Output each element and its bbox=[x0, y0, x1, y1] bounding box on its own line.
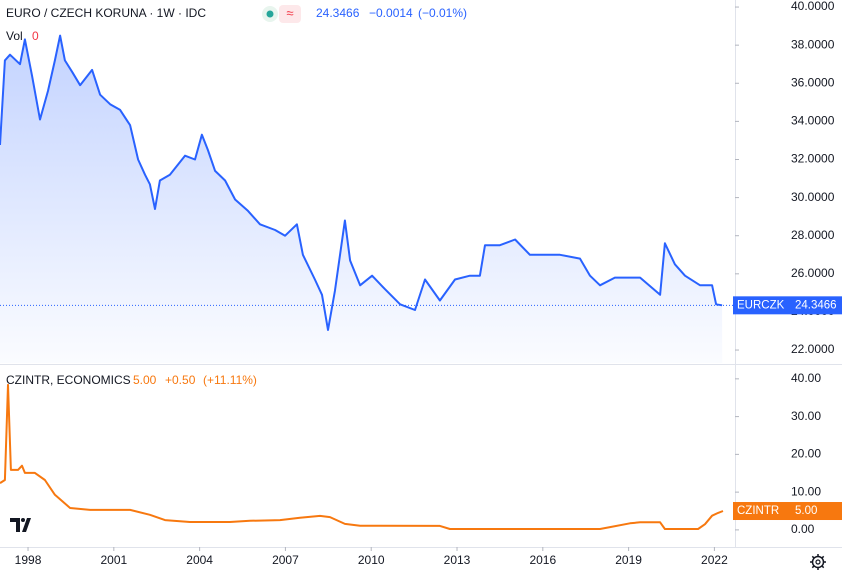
price-tag-name: EURCZK bbox=[737, 299, 785, 311]
y-tick-label: 26.0000 bbox=[791, 266, 835, 280]
x-tick-label: 2019 bbox=[615, 553, 642, 567]
y-tick-label: 36.0000 bbox=[791, 75, 835, 89]
tradingview-logo[interactable] bbox=[6, 512, 38, 538]
series-line bbox=[0, 34, 723, 331]
series-line bbox=[0, 383, 724, 530]
y-tick-label: 40.00 bbox=[791, 371, 821, 385]
settings-icon[interactable] bbox=[810, 554, 826, 570]
x-tick-label: 2007 bbox=[272, 553, 299, 567]
x-tick-label: 2010 bbox=[358, 553, 385, 567]
y-tick-label: 30.0000 bbox=[791, 190, 835, 204]
y-tick-label: 32.0000 bbox=[791, 152, 835, 166]
volume-label: Vol bbox=[6, 29, 23, 43]
y-tick-label: 10.00 bbox=[791, 484, 821, 498]
price-tag-value: 5.00 bbox=[795, 505, 817, 517]
delay-icon[interactable] bbox=[279, 5, 301, 23]
quote-change: −0.0014 bbox=[369, 6, 413, 20]
overlay: EURO / CZECH KORUNA · 1W · IDC ≈ 24.3466… bbox=[6, 5, 826, 570]
quote-last: 24.3466 bbox=[316, 6, 360, 20]
quote-change-pct: (−0.01%) bbox=[418, 6, 467, 20]
indicator-title: CZINTR, ECONOMICS bbox=[6, 373, 131, 387]
status-dot bbox=[266, 10, 274, 18]
y-tick-label: 20.00 bbox=[791, 447, 821, 461]
volume-value: 0 bbox=[32, 29, 39, 43]
delay-glyph: ≈ bbox=[286, 5, 293, 20]
plot-area: 22.000024.000026.000028.000030.000032.00… bbox=[0, 0, 842, 567]
price-tag-name: CZINTR bbox=[737, 505, 779, 517]
x-tick-label: 2004 bbox=[186, 553, 213, 567]
indicator-change-pct: (+11.11%) bbox=[203, 373, 257, 387]
price-tag bbox=[733, 296, 842, 315]
y-tick-label: 40.0000 bbox=[791, 0, 835, 13]
x-tick-label: 2016 bbox=[529, 553, 556, 567]
chart-title: EURO / CZECH KORUNA · 1W · IDC bbox=[6, 6, 206, 20]
y-tick-label: 34.0000 bbox=[791, 114, 835, 128]
y-tick-label: 28.0000 bbox=[791, 228, 835, 242]
y-tick-label: 30.00 bbox=[791, 409, 821, 423]
area-fill bbox=[0, 35, 723, 363]
price-tag-value: 24.3466 bbox=[795, 299, 837, 311]
x-tick-label: 2013 bbox=[444, 553, 471, 567]
y-tick-label: 22.0000 bbox=[791, 342, 835, 356]
indicator-last: 5.00 bbox=[133, 373, 157, 387]
x-tick-label: 2001 bbox=[100, 553, 127, 567]
y-tick-label: 0.00 bbox=[791, 522, 815, 536]
x-tick-label: 2022 bbox=[701, 553, 728, 567]
indicator-change: +0.50 bbox=[165, 373, 196, 387]
x-tick-label: 1998 bbox=[15, 553, 42, 567]
y-tick-label: 38.0000 bbox=[791, 37, 835, 51]
price-tag bbox=[733, 502, 842, 521]
